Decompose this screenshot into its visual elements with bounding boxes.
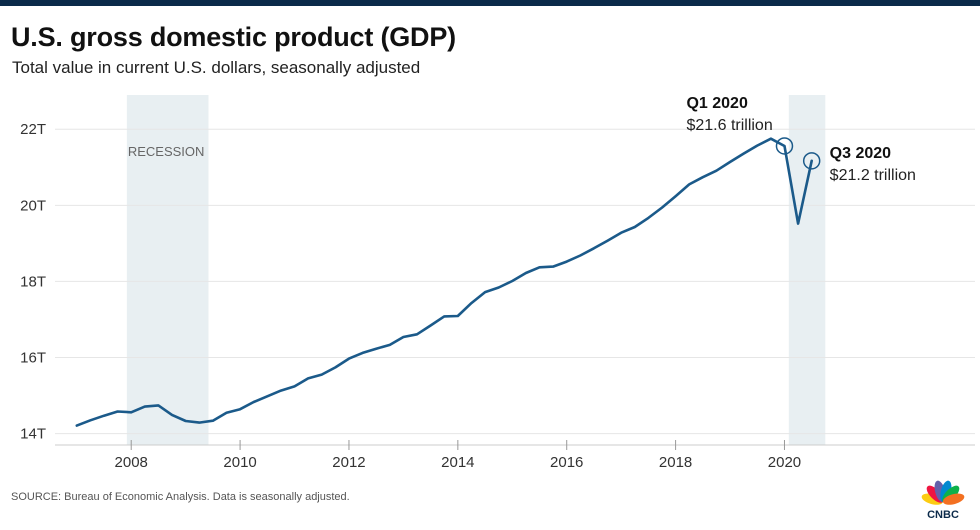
x-tick-label: 2016 — [550, 454, 583, 471]
y-tick-label: 18T — [20, 273, 46, 290]
gridlines — [55, 128, 975, 435]
logo-feather — [942, 493, 965, 505]
x-tick-label: 2018 — [659, 454, 692, 471]
header-bar — [0, 0, 980, 6]
cnbc-logo-text: CNBC — [927, 509, 959, 520]
shaded-band-1 — [788, 95, 826, 445]
shaded-band-0 — [126, 95, 209, 445]
recession-label: RECESSION — [128, 144, 205, 159]
annotation-marker — [802, 152, 821, 170]
x-axis-ticks: 2008 2010 2012 2014 2016 2018 2020 — [55, 440, 975, 471]
annotations: Q1 2020 $21.6 trillion Q3 2020 $21.2 trilli… — [686, 95, 916, 184]
chart-title: U.S. gross domestic product (GDP) — [11, 22, 456, 52]
x-tick-label: 2014 — [441, 454, 474, 471]
x-tick-label: 2012 — [332, 454, 365, 471]
gdp-series-line — [75, 137, 814, 427]
y-tick-label: 16T — [20, 350, 46, 367]
y-tick-label: 14T — [20, 426, 46, 443]
cnbc-logo-icon: CNBC — [921, 480, 965, 520]
x-tick-label: 2010 — [223, 454, 256, 471]
x-tick-label: 2020 — [768, 454, 801, 471]
source-note: SOURCE: Bureau of Economic Analysis. Dat… — [11, 491, 350, 503]
annotation-value: $21.6 trillion — [686, 117, 772, 134]
shaded-periods: RECESSION — [126, 95, 826, 445]
annotation-label: Q1 2020 — [686, 95, 747, 112]
annotation-marker — [775, 137, 794, 155]
x-tick-label: 2008 — [115, 454, 148, 471]
y-tick-label: 22T — [20, 121, 46, 138]
chart-subtitle: Total value in current U.S. dollars, sea… — [12, 58, 421, 77]
annotation-label: Q3 2020 — [830, 145, 891, 162]
annotation-value: $21.2 trillion — [830, 167, 916, 184]
y-tick-label: 20T — [20, 197, 46, 214]
series-layer — [75, 137, 814, 427]
y-axis-ticks: 14T 16T 18T 20T 22T — [20, 121, 46, 442]
